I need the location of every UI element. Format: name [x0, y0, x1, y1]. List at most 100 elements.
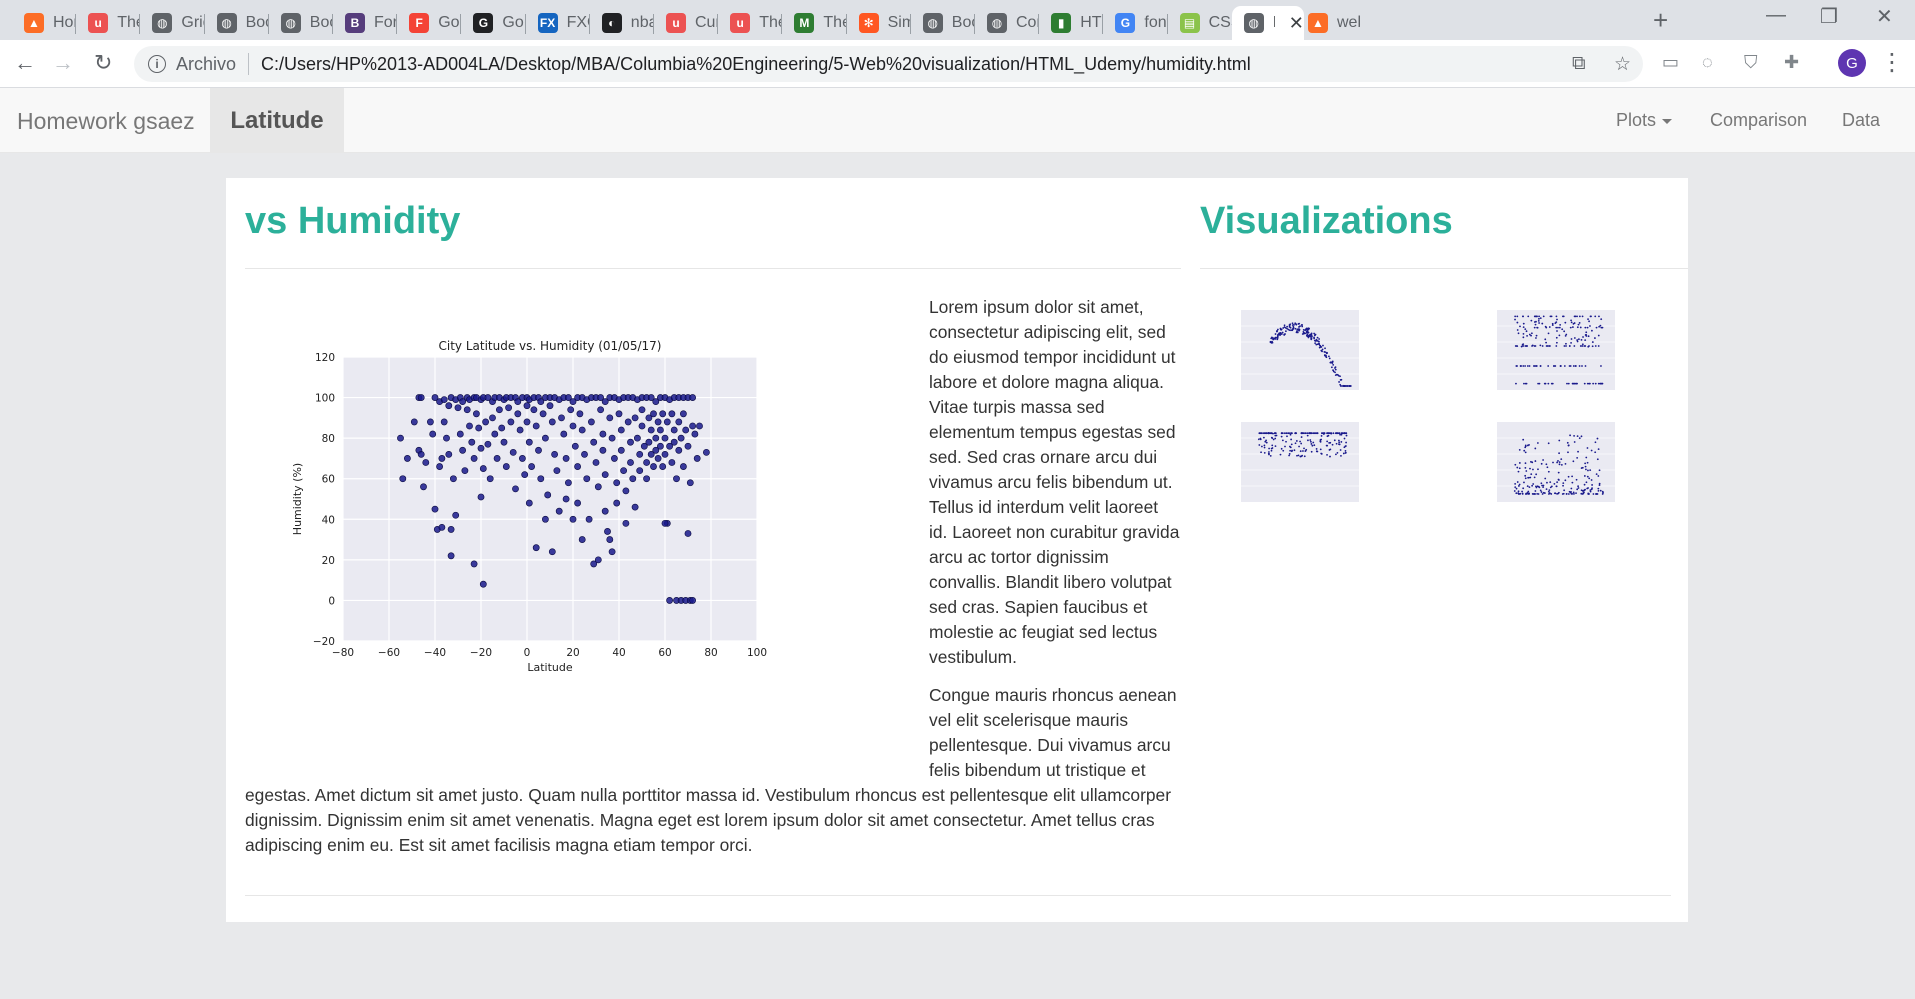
- thumbnail-point: [1585, 331, 1588, 334]
- thumbnail-point: [1517, 332, 1520, 335]
- tab-title: HTM: [1080, 14, 1103, 31]
- browser-tab[interactable]: ▤ CSS: [1168, 6, 1232, 40]
- browser-tab[interactable]: B Forr: [333, 6, 397, 40]
- tab-title: nba: [630, 14, 654, 31]
- nav-link-data[interactable]: Data: [1842, 110, 1881, 130]
- thumbnail-wind-speed[interactable]: [1483, 412, 1623, 512]
- thumbnail-point: [1595, 326, 1598, 329]
- data-point: [472, 410, 480, 418]
- extension-sync-icon[interactable]: ◌: [1702, 52, 1713, 72]
- data-point: [507, 418, 515, 426]
- browser-tab[interactable]: Gfont: [1103, 6, 1168, 40]
- thumbnail-point: [1583, 345, 1586, 347]
- shield-icon[interactable]: ⛉: [1744, 52, 1758, 72]
- data-point: [647, 426, 655, 434]
- thumbnail-point: [1563, 489, 1566, 492]
- thumbnail-point: [1584, 488, 1586, 491]
- thumbnail-point: [1526, 444, 1529, 447]
- address-url[interactable]: C:/Users/HP%2013-AD004LA/Desktop/MBA/Col…: [261, 53, 1251, 74]
- data-point: [656, 426, 664, 434]
- thumbnail-point: [1547, 470, 1550, 473]
- bookmark-star-icon[interactable]: ☆: [1614, 54, 1632, 75]
- site-info-icon[interactable]: i: [148, 55, 166, 73]
- browser-tab[interactable]: FX FXC: [526, 6, 590, 40]
- y-tick-label: −20: [313, 636, 335, 648]
- nav-dropdown-plots[interactable]: Plots: [1616, 110, 1673, 131]
- data-point: [585, 515, 593, 523]
- browser-tab[interactable]: ◍ Boo: [205, 6, 269, 40]
- navbar-brand[interactable]: Homework gsaez: [17, 108, 195, 134]
- thumbnail-point: [1338, 443, 1340, 446]
- thumbnail-point: [1562, 482, 1565, 485]
- thumbnail-point: [1572, 460, 1575, 463]
- minimize-icon[interactable]: —: [1766, 4, 1786, 26]
- browser-tab[interactable]: G GoD: [461, 6, 526, 40]
- browser-tab[interactable]: ◍ Con: [975, 6, 1039, 40]
- x-tick-label: 40: [612, 647, 625, 659]
- browser-tab[interactable]: ✻ Sim: [847, 6, 911, 40]
- browser-tab[interactable]: u The: [76, 6, 140, 40]
- thumbnail-temperature[interactable]: [1227, 300, 1367, 400]
- browser-tab[interactable]: ◍ Boo: [269, 6, 333, 40]
- browser-tab[interactable]: M The: [782, 6, 847, 40]
- nav-item-latitude[interactable]: Latitude: [210, 88, 344, 153]
- tab-close-icon[interactable]: ✕: [1288, 12, 1304, 33]
- address-bar[interactable]: i Archivo C:/Users/HP%2013-AD004LA/Deskt…: [134, 46, 1643, 82]
- thumbnail-point: [1342, 452, 1345, 455]
- data-point: [541, 434, 549, 442]
- data-point: [668, 459, 676, 466]
- forward-arrow-icon[interactable]: →: [52, 50, 74, 75]
- tab-separator: [1166, 14, 1168, 34]
- thumbnail-point: [1284, 445, 1286, 448]
- data-point: [670, 426, 678, 434]
- thumbnail-cloudiness[interactable]: [1483, 300, 1623, 400]
- thumbnail-point: [1306, 434, 1309, 437]
- thumbnail-point: [1314, 432, 1317, 435]
- thumbnail-point: [1524, 477, 1527, 480]
- browser-tab[interactable]: ◍ Boo: [911, 6, 975, 40]
- data-point: [675, 418, 683, 426]
- data-point: [666, 597, 673, 604]
- thumbnail-point: [1587, 345, 1590, 348]
- browser-menu-icon[interactable]: ⋮: [1880, 49, 1904, 76]
- thumbnail-point: [1338, 381, 1340, 383]
- address-divider: [248, 53, 250, 75]
- reload-icon[interactable]: ↻: [94, 50, 113, 75]
- thumbnail-point: [1594, 315, 1597, 318]
- thumbnail-point: [1581, 365, 1583, 367]
- thumbnail-point: [1544, 477, 1547, 480]
- puzzle-extension-icon[interactable]: ✚: [1784, 52, 1800, 72]
- data-point: [643, 475, 650, 483]
- restore-icon[interactable]: ❐: [1820, 6, 1838, 28]
- tab-separator: [524, 14, 526, 34]
- browser-tab[interactable]: u The: [718, 6, 782, 40]
- nav-link-comparison[interactable]: Comparison: [1710, 110, 1808, 130]
- back-arrow-icon[interactable]: ←: [14, 50, 36, 75]
- browser-tab[interactable]: ◍ I ✕: [1231, 6, 1304, 40]
- close-window-icon[interactable]: ✕: [1876, 6, 1893, 28]
- thumbnail-humidity[interactable]: [1227, 412, 1367, 512]
- thumbnail-point: [1544, 382, 1547, 385]
- data-point: [645, 414, 653, 422]
- browser-tab[interactable]: ▮ HTM: [1039, 6, 1103, 40]
- thumbnail-point: [1520, 345, 1523, 348]
- browser-tab[interactable]: F Goo: [397, 6, 461, 40]
- thumbnail-point: [1544, 325, 1547, 328]
- cast-icon[interactable]: ▭: [1662, 52, 1680, 72]
- thumbnail-point: [1557, 479, 1560, 481]
- browser-tab[interactable]: ▲ Hom: [12, 6, 76, 40]
- thumbnail-point: [1298, 326, 1300, 328]
- tab-favicon-icon: M: [794, 13, 815, 33]
- data-point: [537, 475, 545, 483]
- paragraph-1: Lorem ipsum dolor sit amet, consectetur …: [929, 297, 1180, 667]
- browser-tab[interactable]: ▲ web: [1296, 6, 1360, 40]
- tab-favicon-icon: ◍: [280, 13, 301, 33]
- tab-title: Hom: [53, 14, 76, 31]
- profile-avatar[interactable]: G: [1838, 49, 1866, 77]
- browser-tab[interactable]: ◐ nba: [590, 6, 654, 40]
- translate-icon[interactable]: ⧉: [1572, 53, 1586, 74]
- browser-tab[interactable]: ◍ Grid: [140, 6, 205, 40]
- new-tab-button[interactable]: +: [1653, 5, 1669, 35]
- browser-tab[interactable]: u Curs: [654, 6, 718, 40]
- thumbnail-point: [1597, 334, 1600, 337]
